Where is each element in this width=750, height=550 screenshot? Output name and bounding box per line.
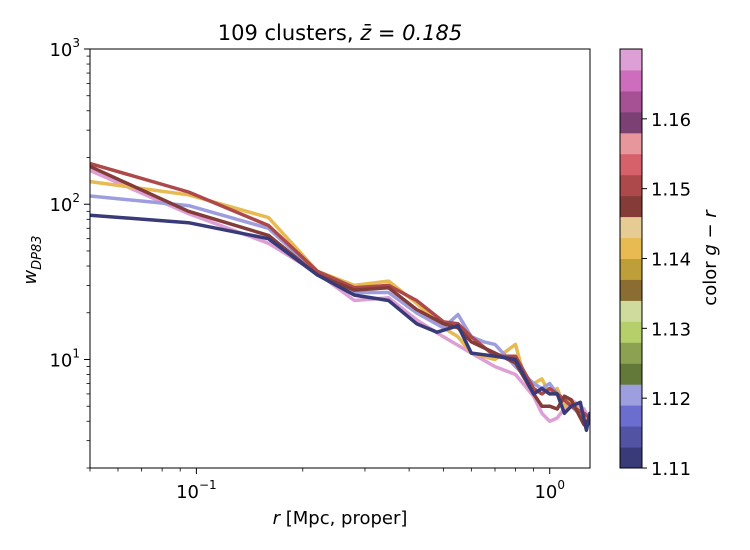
colorbar-swatch xyxy=(620,69,642,92)
colorbar-swatch xyxy=(620,426,642,448)
colorbar-swatch xyxy=(620,384,642,406)
colorbar-swatch xyxy=(620,132,642,155)
colorbar-swatch xyxy=(620,49,642,71)
x-tick-label: 100 xyxy=(534,478,565,503)
y-tick-label: 102 xyxy=(49,191,80,216)
colorbar: 1.11 1.12 1.13 1.14 1.15 1.16 xyxy=(619,48,691,480)
colorbar-swatch xyxy=(620,111,642,134)
colorbar-swatch xyxy=(620,321,642,343)
colorbar-tick-label: 1.11 xyxy=(651,459,691,480)
colorbar-swatch xyxy=(620,153,642,176)
y-tick-label: 103 xyxy=(49,36,80,61)
colorbar-tick-label: 1.16 xyxy=(651,110,691,131)
tick-layer: 101 102 103 10−1 100 xyxy=(49,36,565,503)
series-layer xyxy=(90,161,590,433)
colorbar-swatch xyxy=(620,258,642,280)
colorbar-tick-label: 1.14 xyxy=(651,250,691,271)
colorbar-swatch xyxy=(620,90,642,113)
series-line-6 xyxy=(90,213,590,433)
chart-title: 109 clusters, z̄ = 0.185 xyxy=(218,21,463,45)
colorbar-swatch xyxy=(620,174,642,197)
colorbar-swatch xyxy=(620,342,642,364)
colorbar-tick-label: 1.15 xyxy=(651,180,691,201)
colorbar-swatch xyxy=(620,363,642,385)
x-tick-label: 10−1 xyxy=(176,478,217,503)
colorbar-swatch xyxy=(620,300,642,322)
y-tick-label: 101 xyxy=(49,346,80,371)
colorbar-swatch xyxy=(620,195,642,218)
colorbar-tick-label: 1.13 xyxy=(651,319,691,340)
colorbar-label: color g − r xyxy=(700,209,721,306)
colorbar-swatch xyxy=(620,447,642,469)
colorbar-swatch xyxy=(620,216,642,239)
colorbar-swatch xyxy=(620,279,642,301)
colorbar-swatch xyxy=(620,237,642,259)
colorbar-tick-label: 1.12 xyxy=(651,389,691,410)
y-axis-label: wDP83 xyxy=(20,235,45,284)
colorbar-swatch xyxy=(620,405,642,427)
x-axis-label: r [Mpc, proper] xyxy=(273,508,408,529)
axes-frame xyxy=(89,48,591,469)
